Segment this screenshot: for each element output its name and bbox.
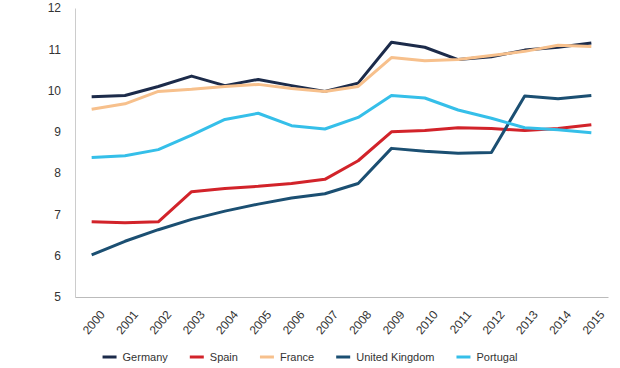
x-tick: 2004 [213,297,241,337]
series-line [92,96,592,255]
y-axis: 5 6 7 8 9 10 11 12 [48,1,76,304]
y-tick: 10 [48,84,75,98]
y-tick-label: 12 [48,1,62,15]
legend-item: Germany [103,351,169,363]
x-tick-label: 2001 [113,308,141,338]
y-tick: 8 [54,166,75,180]
x-tick: 2006 [280,297,308,337]
legend-swatch [103,356,117,359]
y-tick: 6 [54,249,75,263]
y-tick-label: 7 [54,208,61,222]
x-tick-label: 2011 [447,308,475,337]
y-tick: 7 [54,208,75,222]
x-tick: 2001 [113,297,141,337]
legend-swatch [336,356,350,359]
series-line [92,45,592,109]
x-tick: 2002 [147,297,175,337]
x-axis: 2000200120022003200420052006200720082009… [76,297,609,337]
x-tick-label: 2015 [580,308,608,338]
legend-label: France [280,351,314,363]
x-tick: 2000 [80,297,108,337]
series-line [92,125,592,223]
legend-label: Germany [123,351,169,363]
legend-label: United Kingdom [356,351,434,363]
x-tick: 2008 [346,297,374,337]
x-tick-label: 2014 [546,308,574,338]
chart: 5678910111220002001200220032004200520062… [0,0,620,368]
y-tick: 9 [54,125,75,139]
x-tick-label: 2012 [480,308,508,338]
x-tick: 2014 [546,297,574,337]
plot: 5678910111220002001200220032004200520062… [48,1,609,337]
x-tick: 2012 [480,297,508,337]
y-tick: 11 [49,43,75,57]
legend-item: Spain [190,351,238,363]
legend-swatch [260,356,274,359]
x-tick-label: 2006 [280,308,308,338]
x-tick: 2010 [413,297,441,337]
y-tick: 5 [54,290,75,304]
x-tick-label: 2002 [147,308,175,338]
x-tick: 2005 [246,297,274,337]
x-tick: 2013 [513,297,541,337]
legend-label: Portugal [476,351,517,363]
x-tick-label: 2010 [413,308,441,338]
x-tick: 2015 [580,297,608,337]
x-tick-label: 2003 [180,308,208,338]
y-tick-label: 9 [54,125,61,139]
legend-label: Spain [210,351,238,363]
legend-swatch [190,356,204,359]
legend-item: France [260,351,314,363]
y-tick-label: 11 [49,43,62,57]
y-tick-label: 5 [54,290,61,304]
legend-item: United Kingdom [336,351,434,363]
y-tick-label: 10 [48,84,62,98]
x-tick-label: 2009 [380,308,408,338]
x-tick-label: 2000 [80,308,108,338]
x-tick-label: 2004 [213,308,241,338]
y-tick: 12 [48,1,75,15]
legend-swatch [456,356,470,359]
y-tick-label: 6 [54,249,61,263]
y-axis-line [75,9,76,298]
x-axis-line [76,297,609,298]
x-tick: 2003 [180,297,208,337]
x-tick: 2011 [447,297,475,337]
x-tick-label: 2007 [313,308,341,338]
y-tick-label: 8 [54,166,61,180]
x-tick: 2009 [380,297,408,337]
x-tick-label: 2005 [246,308,274,338]
legend-item: Portugal [456,351,517,363]
x-tick-label: 2013 [513,308,541,338]
legend: Germany Spain France United Kingdom Portugal [103,351,518,363]
x-tick-label: 2008 [346,308,374,338]
series-line [92,96,592,158]
lines [92,42,592,255]
x-tick: 2007 [313,297,341,337]
